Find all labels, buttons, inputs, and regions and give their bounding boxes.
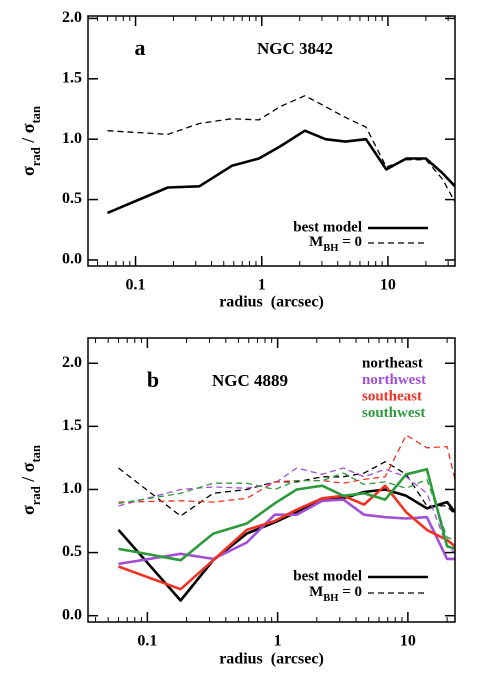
panel-label: a: [135, 35, 146, 60]
legend-label: best model: [293, 568, 362, 584]
legend-label-part: = 0: [338, 234, 362, 250]
y-axis-label-part: σ: [18, 166, 38, 176]
y-tick-label: 0.0: [62, 606, 82, 623]
legend-label-part: = 0: [338, 584, 362, 600]
y-tick-label: 1.0: [62, 480, 82, 497]
x-tick-label: 0.1: [126, 277, 146, 294]
x-tick-label: 10: [380, 277, 396, 294]
y-tick-label: 2.0: [62, 354, 82, 371]
legend-label: best model: [293, 219, 362, 235]
y-tick-label: 0.0: [62, 251, 82, 268]
panel-label: b: [147, 367, 159, 392]
model-line: [106, 129, 455, 215]
x-tick-label: 1: [258, 277, 266, 294]
model-line: [118, 468, 455, 562]
y-axis-label-sub: rad: [29, 486, 43, 505]
legend-label: northeast: [362, 355, 423, 371]
y-tick-label: 0.5: [62, 190, 82, 207]
legend-label-part: M: [309, 584, 323, 600]
plot-frame: [87, 15, 456, 267]
legend-label: MBH = 0: [309, 584, 362, 603]
y-tick-label: 1.5: [62, 69, 82, 86]
legend-label-sub: BH: [323, 243, 338, 254]
y-tick-label: 2.0: [62, 9, 82, 26]
y-axis-label: σrad / σtan: [18, 445, 43, 515]
no-bh-line: [118, 472, 455, 541]
y-axis-label-part: / σ: [18, 462, 38, 486]
legend-label-part: M: [309, 234, 323, 250]
y-axis-label-sub: tan: [29, 106, 43, 124]
y-axis-label-sub: tan: [29, 445, 43, 463]
x-tick-label: 10: [400, 633, 416, 650]
chart-title: NGC 3842: [257, 39, 333, 58]
x-tick-label: 1: [274, 633, 282, 650]
y-tick-label: 1.5: [62, 417, 82, 434]
y-tick-label: 0.5: [62, 543, 82, 560]
x-tick-label: 0.1: [137, 633, 157, 650]
chart-title: NGC 4889: [212, 371, 288, 390]
y-tick-label: 1.0: [62, 130, 82, 147]
y-axis-label-part: σ: [18, 505, 38, 515]
y-axis-label-part: / σ: [18, 123, 38, 147]
no-bh-line: [118, 461, 455, 517]
legend-label: southeast: [362, 388, 422, 404]
no-bh-line: [107, 95, 455, 203]
x-axis-label: radius (arcsec): [219, 294, 324, 311]
model-line: [118, 484, 455, 591]
legend-label: northwest: [362, 372, 426, 388]
y-axis-label-sub: rad: [29, 147, 43, 166]
x-axis-label: radius (arcsec): [219, 651, 324, 668]
no-bh-line: [118, 467, 455, 554]
legend-label: MBH = 0: [309, 234, 362, 253]
legend-label-sub: BH: [323, 593, 338, 604]
legend-label: southwest: [362, 405, 425, 421]
no-bh-line: [118, 434, 455, 503]
y-axis-label: σrad / σtan: [18, 106, 43, 176]
